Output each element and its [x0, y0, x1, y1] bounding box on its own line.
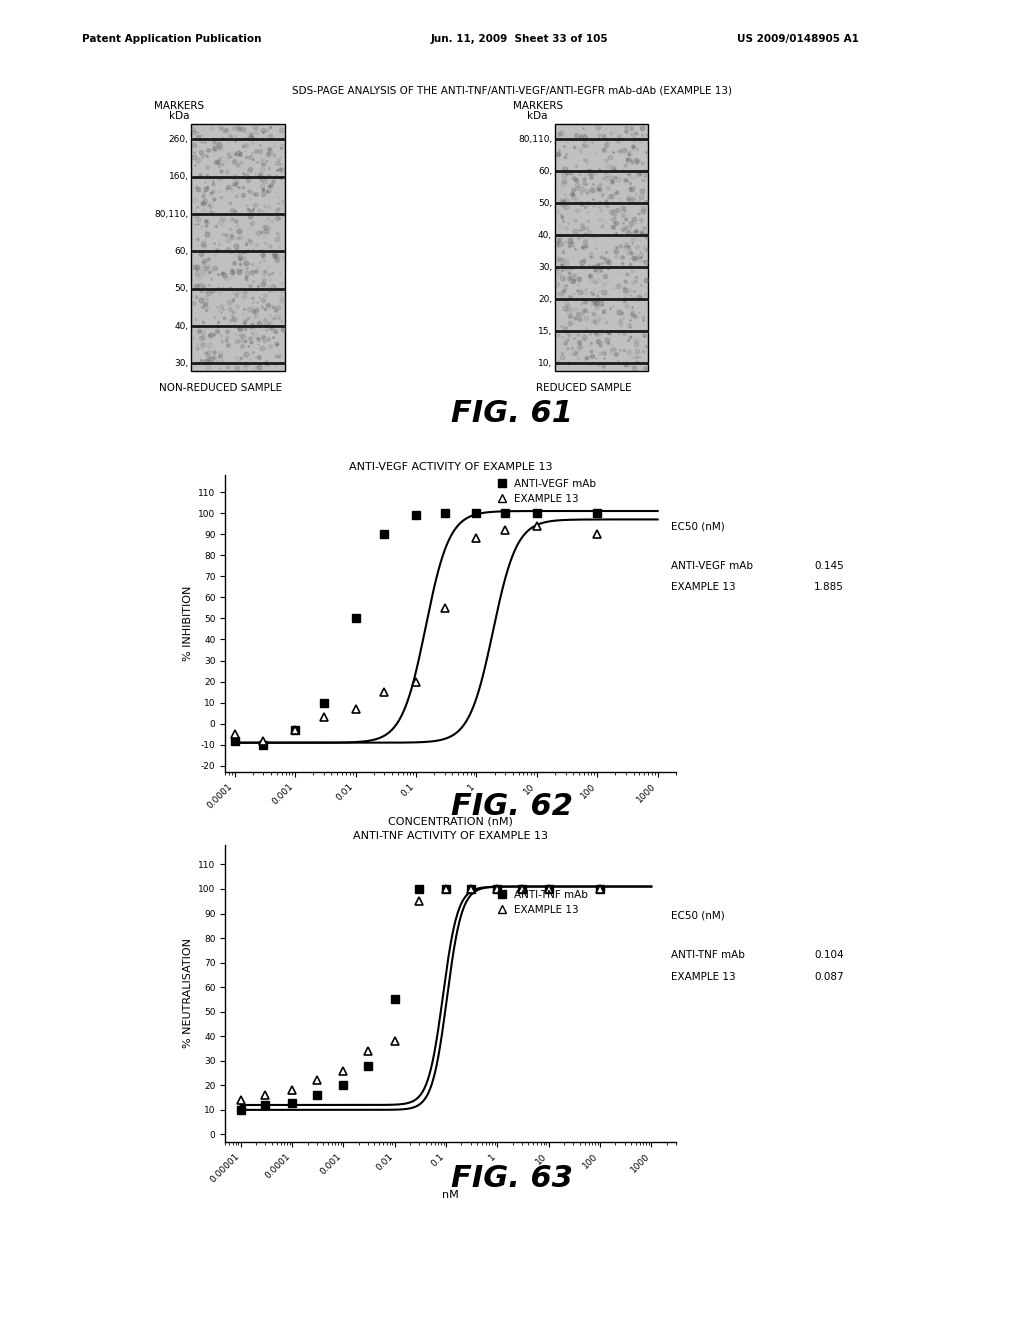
- Legend: ANTI-TNF mAb, EXAMPLE 13: ANTI-TNF mAb, EXAMPLE 13: [492, 886, 592, 919]
- Title: ANTI-TNF ACTIVITY OF EXAMPLE 13: ANTI-TNF ACTIVITY OF EXAMPLE 13: [353, 832, 548, 841]
- Text: kDa: kDa: [169, 111, 189, 121]
- Text: 80,110,: 80,110,: [155, 210, 188, 219]
- Text: 40,: 40,: [538, 231, 552, 240]
- Text: 50,: 50,: [174, 284, 188, 293]
- Text: 60,: 60,: [174, 247, 188, 256]
- Bar: [555, 124, 648, 371]
- Text: 15,: 15,: [538, 327, 552, 335]
- Text: EXAMPLE 13: EXAMPLE 13: [671, 582, 735, 593]
- Bar: [191, 124, 285, 371]
- Text: FIG. 62: FIG. 62: [451, 792, 573, 821]
- Text: 30,: 30,: [174, 359, 188, 368]
- Text: EC50 (nM): EC50 (nM): [671, 521, 724, 532]
- X-axis label: CONCENTRATION (nM): CONCENTRATION (nM): [388, 816, 513, 826]
- Text: kDa: kDa: [527, 111, 548, 121]
- Text: MARKERS: MARKERS: [513, 100, 562, 111]
- Text: 20,: 20,: [538, 294, 552, 304]
- Legend: ANTI-VEGF mAb, EXAMPLE 13: ANTI-VEGF mAb, EXAMPLE 13: [492, 474, 600, 508]
- Text: FIG. 63: FIG. 63: [451, 1164, 573, 1193]
- Text: FIG. 61: FIG. 61: [451, 399, 573, 428]
- Text: 0.145: 0.145: [814, 561, 844, 572]
- Text: 260,: 260,: [169, 135, 188, 144]
- Text: 0.104: 0.104: [814, 950, 844, 961]
- Text: Patent Application Publication: Patent Application Publication: [82, 34, 261, 45]
- Text: 80,110,: 80,110,: [518, 135, 552, 144]
- Text: 30,: 30,: [538, 263, 552, 272]
- Text: 1.885: 1.885: [814, 582, 844, 593]
- Text: ANTI-VEGF mAb: ANTI-VEGF mAb: [671, 561, 753, 572]
- Title: ANTI-VEGF ACTIVITY OF EXAMPLE 13: ANTI-VEGF ACTIVITY OF EXAMPLE 13: [349, 462, 552, 471]
- Text: 60,: 60,: [538, 166, 552, 176]
- Text: EXAMPLE 13: EXAMPLE 13: [671, 972, 735, 982]
- Text: EC50 (nM): EC50 (nM): [671, 911, 724, 921]
- Text: 10,: 10,: [538, 359, 552, 368]
- Text: US 2009/0148905 A1: US 2009/0148905 A1: [737, 34, 859, 45]
- Text: ANTI-TNF mAb: ANTI-TNF mAb: [671, 950, 744, 961]
- Text: 0.087: 0.087: [814, 972, 844, 982]
- Text: Jun. 11, 2009  Sheet 33 of 105: Jun. 11, 2009 Sheet 33 of 105: [430, 34, 607, 45]
- Text: 40,: 40,: [174, 322, 188, 330]
- Y-axis label: % NEUTRALISATION: % NEUTRALISATION: [182, 939, 193, 1048]
- X-axis label: nM: nM: [442, 1189, 459, 1200]
- Text: NON-REDUCED SAMPLE: NON-REDUCED SAMPLE: [159, 383, 282, 393]
- Text: 50,: 50,: [538, 199, 552, 207]
- Y-axis label: % INHIBITION: % INHIBITION: [182, 586, 193, 661]
- Text: SDS-PAGE ANALYSIS OF THE ANTI-TNF/ANTI-VEGF/ANTI-EGFR mAb-dAb (EXAMPLE 13): SDS-PAGE ANALYSIS OF THE ANTI-TNF/ANTI-V…: [292, 86, 732, 96]
- Text: 160,: 160,: [169, 172, 188, 181]
- Text: REDUCED SAMPLE: REDUCED SAMPLE: [536, 383, 632, 393]
- Text: MARKERS: MARKERS: [155, 100, 204, 111]
